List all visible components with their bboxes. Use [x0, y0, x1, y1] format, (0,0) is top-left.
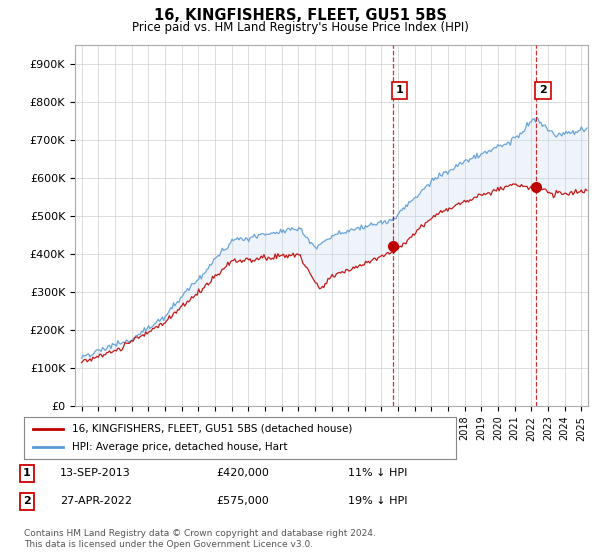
- Text: £420,000: £420,000: [216, 468, 269, 478]
- Text: Contains HM Land Registry data © Crown copyright and database right 2024.
This d: Contains HM Land Registry data © Crown c…: [24, 529, 376, 549]
- Text: 1: 1: [23, 468, 31, 478]
- Text: 1: 1: [395, 86, 403, 95]
- Text: Price paid vs. HM Land Registry's House Price Index (HPI): Price paid vs. HM Land Registry's House …: [131, 21, 469, 34]
- Text: 2: 2: [23, 496, 31, 506]
- Text: 13-SEP-2013: 13-SEP-2013: [60, 468, 131, 478]
- Text: 2: 2: [539, 86, 547, 95]
- Text: 27-APR-2022: 27-APR-2022: [60, 496, 132, 506]
- Text: £575,000: £575,000: [216, 496, 269, 506]
- Text: 16, KINGFISHERS, FLEET, GU51 5BS: 16, KINGFISHERS, FLEET, GU51 5BS: [154, 8, 446, 24]
- Text: HPI: Average price, detached house, Hart: HPI: Average price, detached house, Hart: [71, 442, 287, 452]
- Text: 16, KINGFISHERS, FLEET, GU51 5BS (detached house): 16, KINGFISHERS, FLEET, GU51 5BS (detach…: [71, 424, 352, 434]
- Text: 11% ↓ HPI: 11% ↓ HPI: [348, 468, 407, 478]
- Text: 19% ↓ HPI: 19% ↓ HPI: [348, 496, 407, 506]
